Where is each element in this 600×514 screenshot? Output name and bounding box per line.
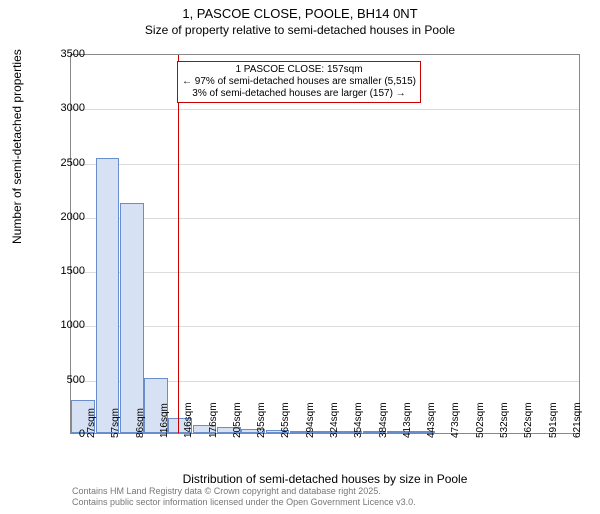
x-tick-label: 473sqm [450,402,461,438]
x-tick-label: 591sqm [548,402,559,438]
gridline [71,218,579,219]
title-line-2: Size of property relative to semi-detach… [0,23,600,37]
gridline [71,326,579,327]
y-tick-label: 2000 [61,211,85,223]
annotation-box: 1 PASCOE CLOSE: 157sqm← 97% of semi-deta… [177,61,421,103]
y-tick-label: 3000 [61,102,85,114]
y-tick-label: 500 [67,374,85,386]
histogram-bar [96,158,120,433]
x-axis-label: Distribution of semi-detached houses by … [70,472,580,486]
x-tick-label: 86sqm [135,408,146,438]
y-tick-label: 1500 [61,265,85,277]
title-line-1: 1, PASCOE CLOSE, POOLE, BH14 0NT [0,6,600,21]
x-tick-label: 146sqm [183,402,194,438]
x-tick-label: 532sqm [499,402,510,438]
x-tick-label: 621sqm [572,402,583,438]
x-tick-label: 27sqm [86,408,97,438]
x-tick-label: 265sqm [280,402,291,438]
footer-line-1: Contains HM Land Registry data © Crown c… [72,486,416,497]
x-tick-label: 384sqm [378,402,389,438]
annotation-line: ← 97% of semi-detached houses are smalle… [182,76,416,88]
gridline [71,109,579,110]
x-tick-label: 205sqm [232,402,243,438]
x-tick-label: 294sqm [305,402,316,438]
annotation-line: 1 PASCOE CLOSE: 157sqm [182,64,416,76]
footer-line-2: Contains public sector information licen… [72,497,416,508]
y-tick-label: 2500 [61,157,85,169]
y-axis-label: Number of semi-detached properties [10,49,24,244]
title-block: 1, PASCOE CLOSE, POOLE, BH14 0NT Size of… [0,0,600,37]
x-tick-label: 502sqm [475,402,486,438]
x-tick-label: 176sqm [208,402,219,438]
chart-container: 1, PASCOE CLOSE, POOLE, BH14 0NT Size of… [0,0,600,500]
x-tick-label: 443sqm [426,402,437,438]
x-tick-label: 354sqm [353,402,364,438]
x-tick-label: 235sqm [256,402,267,438]
gridline [71,164,579,165]
y-tick-label: 3500 [61,48,85,60]
x-tick-label: 562sqm [523,402,534,438]
x-tick-label: 57sqm [110,408,121,438]
plot-area: 1 PASCOE CLOSE: 157sqm← 97% of semi-deta… [70,54,580,434]
annotation-line: 3% of semi-detached houses are larger (1… [182,88,416,100]
reference-line [178,55,179,433]
gridline [71,272,579,273]
y-tick-label: 1000 [61,319,85,331]
histogram-bar [120,203,144,433]
x-tick-label: 413sqm [402,402,413,438]
plot-frame: 1 PASCOE CLOSE: 157sqm← 97% of semi-deta… [70,54,580,434]
footer-attribution: Contains HM Land Registry data © Crown c… [72,486,416,514]
x-tick-label: 116sqm [159,403,170,438]
y-tick-label: 0 [79,428,85,440]
x-tick-label: 324sqm [329,402,340,438]
